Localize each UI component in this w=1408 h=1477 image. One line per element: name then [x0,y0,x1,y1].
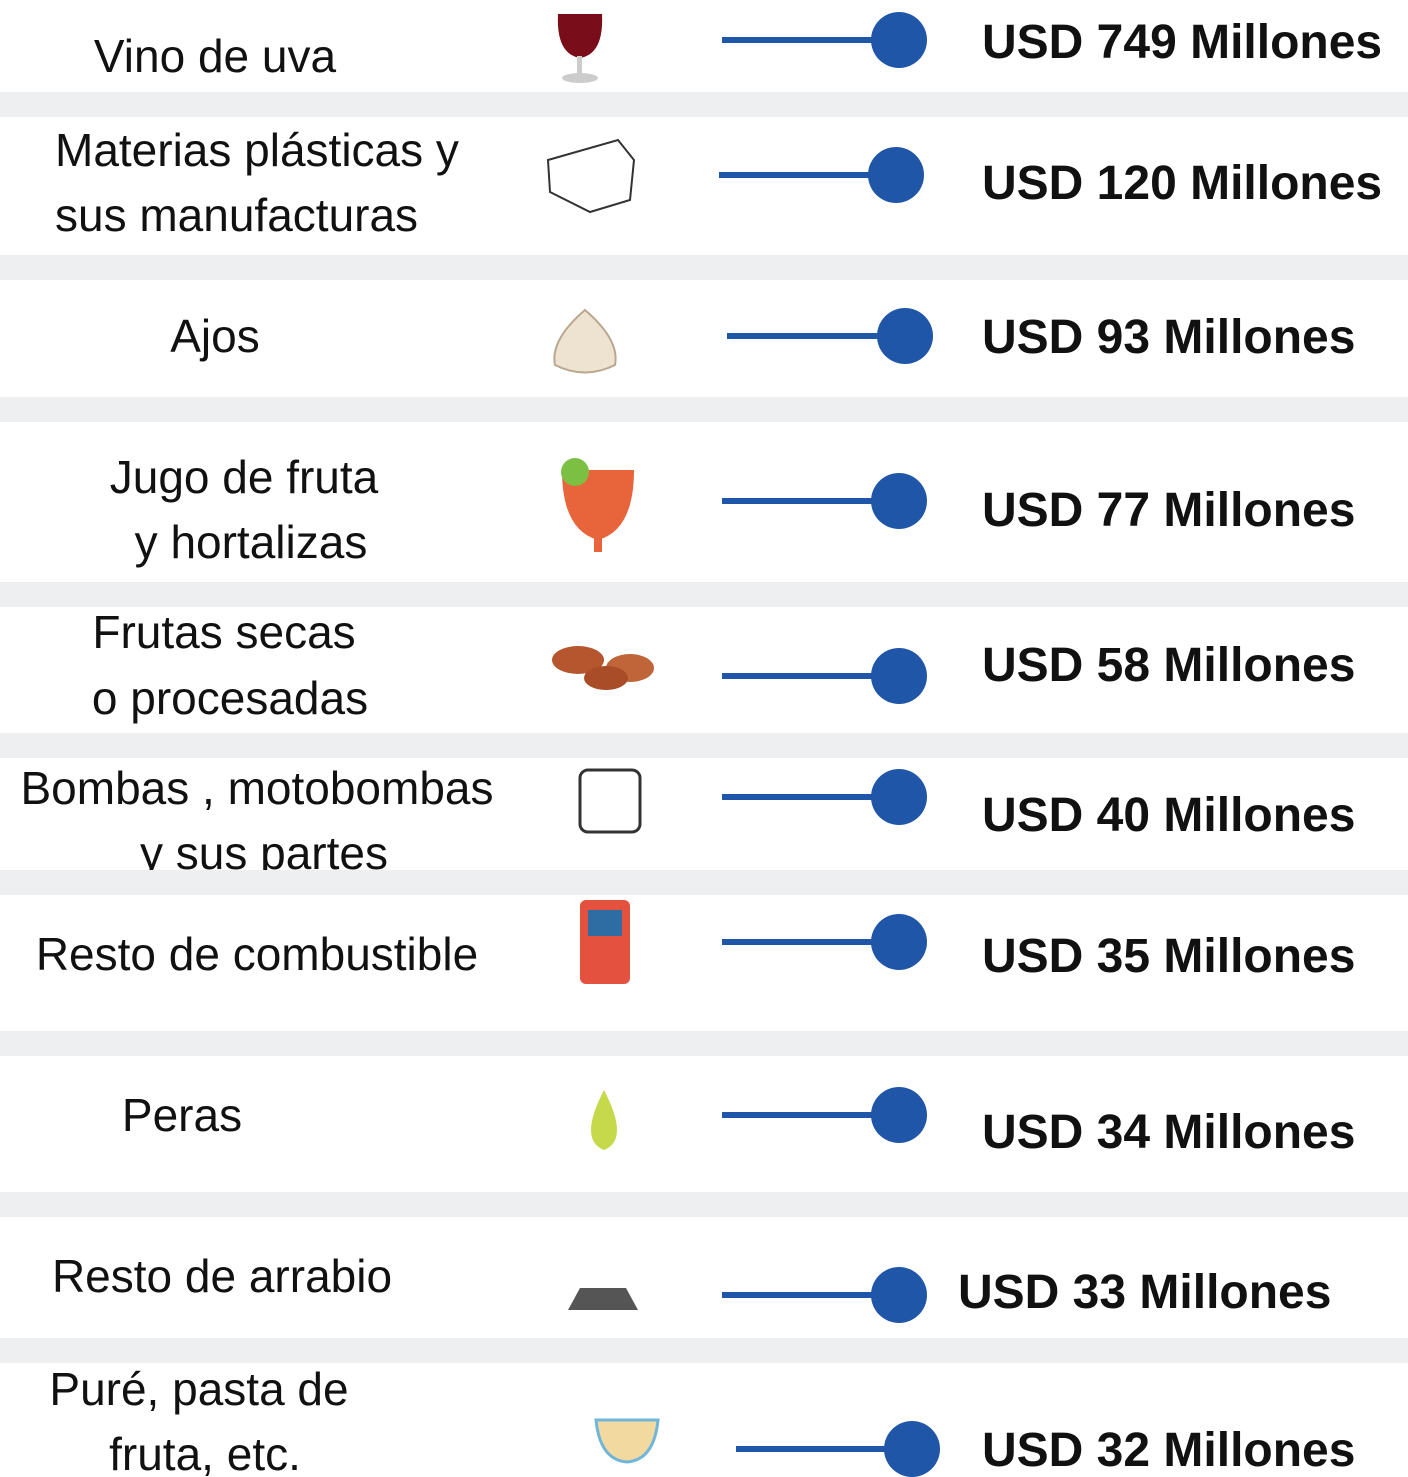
row-label: Peras [122,1089,242,1141]
engine-icon [578,768,642,834]
row: Peras USD 34 Millones [122,1087,1355,1159]
separator [0,733,1408,758]
almond [584,666,628,690]
row-label: sus manufacturas [55,189,418,241]
juice-stem [594,538,602,552]
almond [552,646,604,674]
row-value: USD 35 Millones [982,930,1355,983]
dot [877,308,933,364]
row-value: USD 749 Millones [982,16,1382,69]
row-label: Resto de combustible [36,928,478,980]
row: Puré, pasta de fruta, etc. USD 32 Millones [49,1363,1355,1477]
row-label: Ajos [170,310,259,362]
ingot-icon [568,1288,638,1310]
dot [871,1087,927,1143]
row-value: USD 34 Millones [982,1106,1355,1159]
wine-icon [557,14,603,58]
row-label: Jugo de fruta [110,451,379,503]
garlic-icon [553,308,617,374]
juice-icon [562,470,634,540]
row-label: fruta, etc. [109,1428,301,1477]
separator [0,92,1408,117]
icons [546,14,660,1464]
row: Resto de combustible USD 35 Millones [36,914,1355,983]
row-label: y sus partes [140,827,388,879]
row: Jugo de fruta y hortalizas USD 77 Millone… [110,451,1356,568]
separator [0,255,1408,280]
bowl-icon [594,1418,660,1464]
row-label: Puré, pasta de [49,1363,348,1415]
row-value: USD 32 Millones [982,1424,1355,1477]
dot [871,769,927,825]
row-value: USD 33 Millones [958,1266,1331,1319]
row-label: Vino de uva [94,30,337,82]
row: Ajos USD 93 Millones [170,308,1355,364]
row-label: Resto de arrabio [52,1250,392,1302]
row-label: o procesadas [92,672,368,724]
separator [0,870,1408,895]
dot [871,914,927,970]
separator [0,1192,1408,1217]
row: Bombas , motobombas y sus partes USD 40 Mi… [20,762,1355,879]
row-label: Frutas secas [92,606,355,658]
dot [871,1267,927,1323]
dot [871,648,927,704]
dot [871,12,927,68]
row-label: y hortalizas [135,516,368,568]
row: Frutas secas o procesadas USD 58 Millones [92,606,1356,724]
fuel-screen [588,910,622,936]
row-value: USD 40 Millones [982,789,1355,842]
row-value: USD 77 Millones [982,484,1355,537]
row: Vino de uva USD 749 Millones [94,12,1382,82]
separator [0,1338,1408,1363]
row: Resto de arrabio USD 33 Millones [52,1250,1331,1323]
pear-icon [591,1090,617,1150]
dot [868,147,924,203]
row-value: USD 120 Millones [982,157,1382,210]
row-value: USD 93 Millones [982,311,1355,364]
wine-stem [577,56,582,76]
dot [871,473,927,529]
row-label: Bombas , motobombas [20,762,493,814]
row-label: Materias plásticas y [55,124,459,176]
box-icon [546,138,636,214]
separator [0,582,1408,607]
row-value: USD 58 Millones [982,639,1355,692]
lime [561,458,589,486]
separator [0,1031,1408,1056]
separator [0,397,1408,422]
wine-base [562,73,598,83]
rows: Vino de uva USD 749 Millones Materias plás… [20,12,1382,1477]
dot [884,1421,940,1477]
row: Materias plásticas y sus manufacturas USD … [55,124,1382,241]
